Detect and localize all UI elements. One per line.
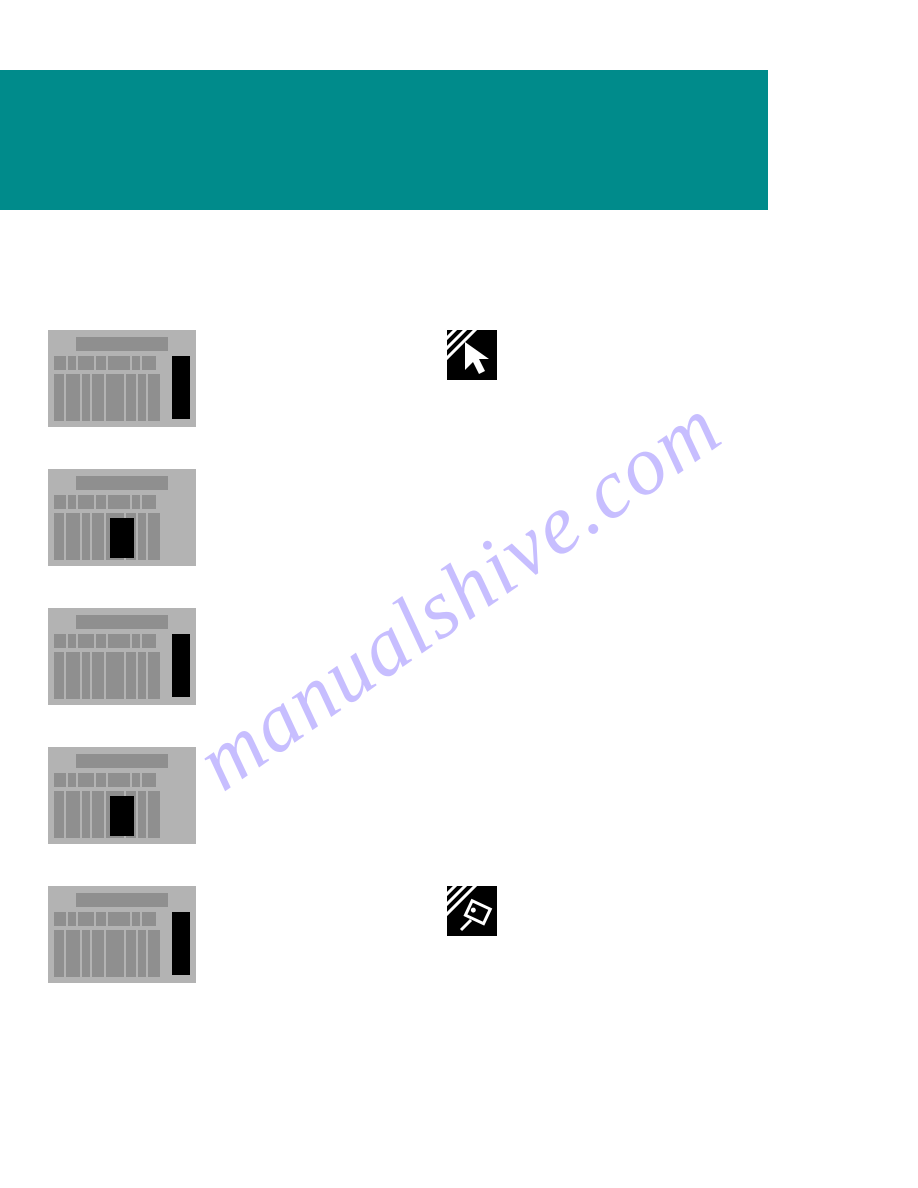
watermark-text: manualshive.com: [179, 378, 739, 811]
thumbnail: [48, 608, 196, 705]
thumbnail: [48, 330, 196, 427]
highlighted-book: [110, 796, 134, 836]
thumbnail-column: [48, 330, 196, 983]
play-cursor-icon: [447, 330, 497, 380]
manual-page: manualshive.com: [0, 0, 918, 1188]
highlighted-book: [110, 518, 134, 558]
highlighted-book: [172, 634, 190, 697]
highlighted-book: [172, 356, 190, 419]
thumbnail: [48, 886, 196, 983]
header-band: [0, 70, 768, 210]
thumbnail: [48, 747, 196, 844]
flag-icon: [447, 886, 497, 936]
highlighted-book: [172, 912, 190, 975]
thumbnail: [48, 469, 196, 566]
